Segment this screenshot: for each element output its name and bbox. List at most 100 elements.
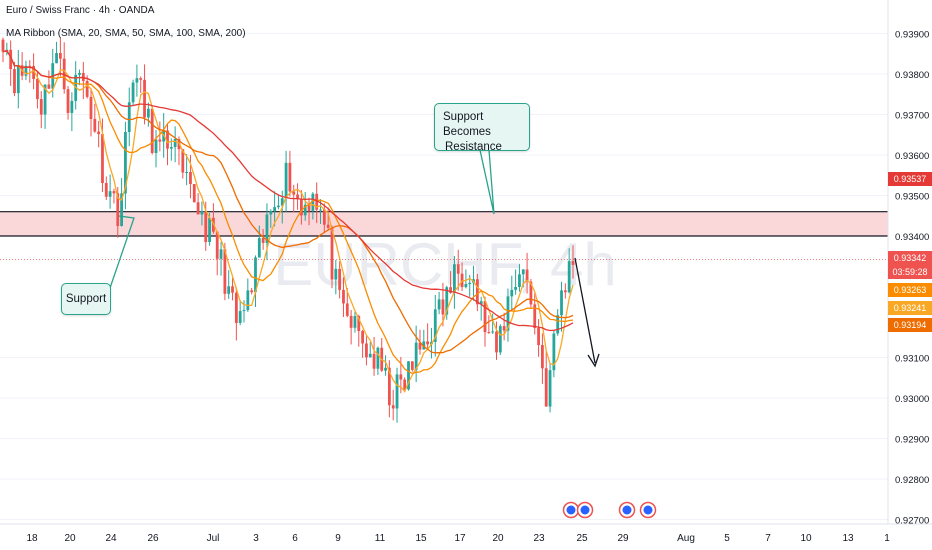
candle-body bbox=[219, 249, 223, 259]
time-axis-tick: 17 bbox=[454, 533, 466, 544]
candle-body bbox=[13, 69, 16, 94]
last-price-label: 0.93342 bbox=[888, 251, 932, 265]
candle-body bbox=[387, 367, 391, 406]
candle bbox=[552, 330, 556, 378]
candle-body bbox=[376, 347, 380, 369]
ma200-price-label: 0.93537 bbox=[888, 172, 932, 186]
candle-body bbox=[154, 139, 158, 153]
candle bbox=[368, 341, 372, 358]
candle-body bbox=[9, 49, 13, 70]
candle bbox=[192, 183, 196, 203]
candle bbox=[120, 178, 123, 227]
time-axis-tick: 20 bbox=[64, 533, 76, 544]
event-marker bbox=[576, 501, 594, 519]
candle bbox=[135, 64, 139, 97]
candle bbox=[560, 281, 563, 332]
candle bbox=[231, 277, 234, 301]
candle-body bbox=[345, 303, 349, 316]
candle-body bbox=[433, 309, 437, 342]
ma200-line bbox=[2, 50, 574, 332]
candle-body bbox=[104, 183, 108, 197]
candle bbox=[112, 188, 116, 204]
candle bbox=[414, 325, 418, 383]
candle bbox=[540, 333, 544, 384]
candle-body bbox=[242, 310, 246, 312]
time-axis-tick: 1 bbox=[884, 533, 890, 544]
candle-body bbox=[131, 82, 135, 103]
candle bbox=[196, 193, 200, 215]
candle bbox=[387, 360, 391, 418]
candle-body bbox=[560, 290, 563, 316]
candle-body bbox=[410, 361, 414, 370]
candle bbox=[315, 182, 319, 224]
resistance-zone bbox=[0, 211, 888, 236]
candle-body bbox=[36, 79, 39, 100]
candle-body bbox=[108, 191, 112, 197]
event-marker-dot bbox=[643, 505, 653, 515]
projection-arrow bbox=[574, 257, 596, 364]
candle bbox=[510, 275, 514, 311]
candle-body bbox=[567, 261, 571, 293]
event-marker-dot bbox=[622, 505, 632, 515]
candle-body bbox=[250, 290, 254, 293]
price-axis-tick: 0.93800 bbox=[895, 70, 929, 81]
candle bbox=[97, 121, 101, 148]
price-axis: 0.93900 0.93800 0.93700 0.93600 0.93500 0.934… bbox=[895, 30, 929, 527]
candle bbox=[70, 92, 74, 132]
candle bbox=[150, 105, 154, 155]
candle bbox=[361, 329, 364, 358]
candle bbox=[322, 203, 326, 234]
candle-body bbox=[372, 353, 376, 369]
candle-body bbox=[357, 316, 361, 332]
candle-body bbox=[334, 268, 338, 280]
ma20-price-label: 0.93263 bbox=[888, 283, 932, 297]
candle bbox=[62, 42, 66, 94]
event-marker bbox=[562, 501, 580, 519]
candle-body bbox=[169, 147, 173, 149]
candle-body bbox=[58, 53, 62, 59]
candle bbox=[185, 153, 189, 186]
candle bbox=[479, 296, 483, 321]
candle bbox=[169, 138, 173, 161]
candle bbox=[166, 123, 169, 166]
indicator-legend[interactable]: MA Ribbon (SMA, 20, SMA, 50, SMA, 100, S… bbox=[6, 28, 246, 39]
resistance-pointer bbox=[479, 149, 495, 215]
candle bbox=[269, 209, 273, 228]
candle bbox=[380, 337, 384, 372]
candle-body bbox=[173, 139, 177, 148]
candle bbox=[104, 176, 108, 201]
time-axis: 18 20 24 26 Jul 3 6 9 11 15 17 20 23 25 29 Aug 5 7 10 13 1 bbox=[26, 533, 890, 544]
candle-body bbox=[116, 193, 120, 227]
candle bbox=[544, 350, 548, 407]
candle bbox=[487, 315, 491, 334]
candle-body bbox=[32, 66, 36, 80]
price-axis-tick: 0.93600 bbox=[895, 151, 929, 162]
candle-body bbox=[150, 108, 154, 153]
candle bbox=[567, 248, 571, 294]
support-annotation[interactable]: Support bbox=[61, 283, 111, 315]
candle bbox=[365, 336, 368, 366]
candle-body bbox=[85, 80, 89, 97]
candle bbox=[525, 252, 529, 294]
candle-body bbox=[418, 342, 422, 350]
time-axis-tick: 23 bbox=[533, 533, 545, 544]
resistance-annotation[interactable]: Support Becomes Resistance bbox=[434, 103, 530, 153]
candle-body bbox=[456, 264, 460, 274]
time-axis-tick: 15 bbox=[415, 533, 427, 544]
candle bbox=[219, 241, 223, 276]
candle bbox=[16, 50, 20, 109]
price-axis-tick: 0.92800 bbox=[895, 475, 929, 486]
candle bbox=[433, 294, 437, 357]
candle-body bbox=[338, 268, 342, 290]
candle bbox=[453, 256, 456, 309]
candle-body bbox=[166, 130, 169, 149]
candle bbox=[464, 269, 468, 289]
candle bbox=[257, 225, 261, 258]
candle-body bbox=[518, 274, 521, 288]
candle-body bbox=[28, 65, 32, 67]
candle-body bbox=[365, 343, 368, 358]
candle-body bbox=[39, 99, 43, 115]
candle-body bbox=[514, 287, 518, 290]
candle bbox=[124, 121, 127, 210]
